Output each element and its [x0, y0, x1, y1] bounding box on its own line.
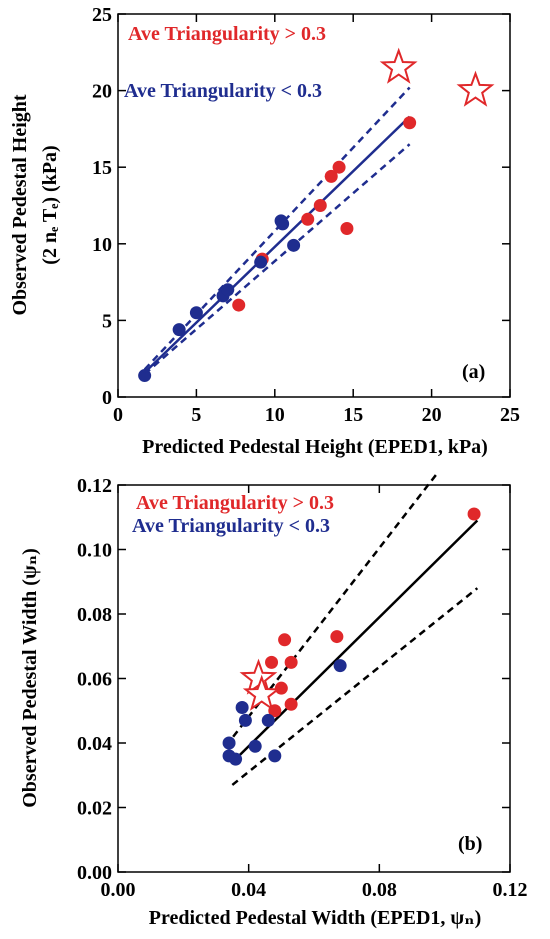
x-tick-label: 0.00 — [101, 879, 136, 901]
data-point — [403, 116, 417, 130]
points-a — [138, 47, 495, 383]
confidence-line — [143, 143, 411, 375]
data-point — [287, 238, 301, 252]
data-point — [324, 169, 338, 183]
y-tick-label: 0.04 — [77, 733, 112, 755]
data-point — [232, 298, 246, 312]
points-b — [222, 507, 481, 766]
legend-entry-blue: Ave Triangularity < 0.3 — [124, 80, 322, 102]
y-tick-label: 0 — [102, 387, 112, 409]
x-axis-title: Predicted Pedestal Height (EPED1, kPa) — [142, 436, 488, 458]
data-point — [254, 255, 268, 269]
confidence-line — [224, 471, 440, 747]
plot-frame-a — [117, 13, 511, 398]
data-point — [284, 697, 298, 711]
data-point — [333, 659, 347, 673]
data-point — [172, 323, 186, 337]
y-tick-label: 10 — [92, 234, 112, 256]
fit-line — [234, 519, 479, 761]
x-tick-label: 0.12 — [493, 879, 528, 901]
confidence-line — [143, 86, 411, 371]
data-point — [138, 369, 152, 383]
data-point — [265, 655, 279, 669]
x-tick-label: 0.04 — [231, 879, 266, 901]
data-point — [340, 221, 354, 235]
x-tick-label: 0.08 — [362, 879, 397, 901]
chart-panel-a: 0 5 10 15 20 25 0 5 10 15 20 25 Ave Triangularity >… — [9, 4, 520, 458]
legend-entry-red: Ave Triangularity > 0.3 — [128, 23, 326, 45]
legend-entry-blue: Ave Triangularity < 0.3 — [132, 515, 330, 537]
panel-label: (b) — [458, 833, 482, 855]
tick-group-b: 0.00 0.04 0.08 0.12 0.00 0.02 0.04 0.06 0.08 0.10… — [77, 475, 528, 901]
x-tick-label: 20 — [422, 404, 442, 426]
fit-lines-a — [143, 86, 411, 375]
fit-line — [143, 115, 411, 374]
data-point — [248, 739, 262, 753]
chart-panel-b: 0.00 0.04 0.08 0.12 0.00 0.02 0.04 0.06 0.08 0.10… — [19, 471, 528, 929]
x-tick-label: 10 — [265, 404, 285, 426]
star-marker — [456, 70, 495, 107]
data-point — [268, 749, 282, 763]
data-point — [274, 681, 288, 695]
y-tick-label: 5 — [102, 310, 112, 332]
data-point — [467, 507, 481, 521]
data-point — [276, 217, 290, 231]
data-point — [261, 713, 275, 727]
data-point — [313, 199, 327, 212]
tick-group-a: 0 5 10 15 20 25 0 5 10 15 20 25 — [92, 4, 520, 426]
data-point — [330, 630, 344, 644]
star-marker — [242, 674, 281, 711]
y-tick-label: 0.12 — [77, 475, 112, 497]
x-axis-title: Predicted Pedestal Width (EPED1, ψₙ) — [149, 907, 481, 929]
plot-frame-b — [117, 484, 511, 873]
y-tick-label: 0.10 — [77, 540, 112, 562]
x-tick-label: 5 — [191, 404, 201, 426]
star-marker — [379, 47, 418, 84]
y-tick-label: 15 — [92, 157, 112, 179]
data-point — [222, 736, 236, 750]
y-tick-label: 0.02 — [77, 798, 112, 820]
y-axis-title: Observed Pedestal Height — [9, 94, 31, 315]
data-point — [278, 633, 292, 647]
data-point — [332, 160, 346, 174]
x-tick-label: 0 — [113, 404, 123, 426]
x-tick-label: 25 — [500, 404, 520, 426]
data-point — [221, 283, 235, 297]
panel-label: (a) — [462, 361, 485, 383]
data-point — [301, 212, 315, 226]
y-tick-label: 0.06 — [77, 669, 112, 691]
y-tick-label: 25 — [92, 4, 112, 26]
y-tick-label: 20 — [92, 81, 112, 103]
data-point — [284, 655, 298, 669]
y-axis-title-line2: (2 nₑ Tₑ) (kPa) — [39, 145, 61, 264]
data-point — [235, 701, 249, 715]
y-tick-label: 0.00 — [77, 862, 112, 884]
legend-entry-red: Ave Triangularity > 0.3 — [136, 492, 334, 514]
y-axis-title: Observed Pedestal Width (ψₙ) — [19, 548, 41, 808]
x-tick-label: 15 — [343, 404, 363, 426]
y-tick-label: 0.08 — [77, 604, 112, 626]
data-point — [229, 752, 243, 766]
data-point — [189, 306, 203, 320]
data-point — [238, 713, 252, 727]
